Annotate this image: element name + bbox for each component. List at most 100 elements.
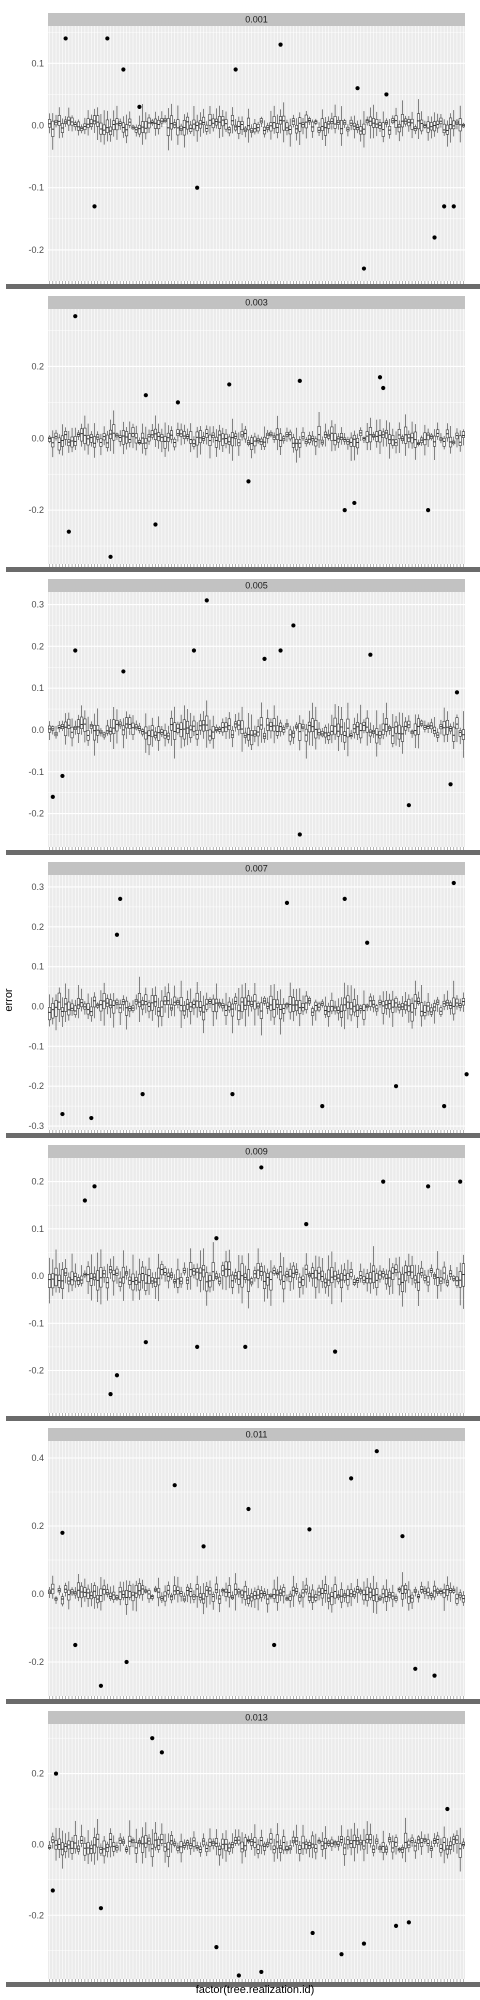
box-body <box>109 999 113 1009</box>
box-106 <box>384 420 388 447</box>
box-68 <box>263 1265 267 1302</box>
outlier-point <box>454 690 460 695</box>
box-78 <box>295 988 299 1016</box>
box-body <box>93 436 97 448</box>
box-129 <box>458 998 462 1012</box>
box-body <box>461 431 465 438</box>
box-58 <box>230 418 234 461</box>
box-113 <box>407 430 411 449</box>
outlier-point <box>307 1527 312 1532</box>
box-64 <box>250 1588 254 1608</box>
box-38 <box>166 1268 170 1289</box>
box-70 <box>269 718 273 739</box>
box-body <box>195 431 199 446</box>
box-53 <box>214 108 218 129</box>
box-body <box>452 1275 456 1281</box>
box-body <box>272 718 276 732</box>
box-73 <box>279 1585 283 1602</box>
box-body <box>141 1585 145 1595</box>
box-25 <box>125 427 129 450</box>
box-body <box>388 434 392 444</box>
box-24 <box>121 718 125 749</box>
box-body <box>458 435 462 446</box>
box-31 <box>144 1266 148 1296</box>
box-15 <box>93 1266 97 1286</box>
box-110 <box>397 1256 401 1296</box>
box-92 <box>340 706 344 743</box>
box-body <box>246 1594 250 1604</box>
box-130 <box>461 429 465 446</box>
box-67 <box>259 1586 263 1602</box>
box-body <box>189 725 193 738</box>
box-103 <box>375 710 379 757</box>
box-55 <box>221 1587 225 1597</box>
box-115 <box>413 714 417 749</box>
box-98 <box>359 427 363 441</box>
box-15 <box>93 108 97 134</box>
box-92 <box>340 106 344 146</box>
box-body <box>323 1584 327 1594</box>
box-2 <box>51 430 55 458</box>
box-39 <box>169 426 173 444</box>
box-body <box>240 997 244 1012</box>
box-body <box>166 1272 170 1282</box>
box-45 <box>189 120 193 135</box>
box-body <box>343 731 347 743</box>
box-body <box>368 729 372 737</box>
box-103 <box>375 1004 379 1016</box>
box-83 <box>311 431 315 446</box>
box-body <box>381 1001 385 1014</box>
box-body <box>266 718 270 731</box>
outlier-point <box>262 656 267 661</box>
box-58 <box>230 107 234 134</box>
box-105 <box>381 428 385 447</box>
box-90 <box>333 1262 337 1288</box>
box-body <box>275 1589 279 1603</box>
box-35 <box>157 423 161 449</box>
facet-strip-label: 0.005 <box>245 581 268 591</box>
box-122 <box>436 996 440 1012</box>
box-76 <box>288 429 292 442</box>
box-body <box>51 1003 55 1019</box>
box-114 <box>410 997 414 1029</box>
box-31 <box>144 987 148 1014</box>
box-body <box>214 1273 218 1279</box>
box-body <box>449 117 453 130</box>
box-body <box>112 719 116 735</box>
box-120 <box>429 1591 433 1601</box>
box-104 <box>378 1265 382 1283</box>
box-85 <box>317 1001 321 1013</box>
box-body <box>452 726 456 742</box>
box-50 <box>205 1266 209 1306</box>
box-76 <box>288 118 292 147</box>
box-17 <box>99 1249 103 1305</box>
box-88 <box>327 1585 331 1610</box>
outlier-point <box>153 522 158 527</box>
box-19 <box>105 994 109 1015</box>
box-119 <box>426 428 430 448</box>
box-86 <box>320 999 324 1008</box>
box-40 <box>173 119 177 129</box>
box-body <box>458 730 462 737</box>
box-53 <box>214 1576 218 1600</box>
box-body <box>157 1588 161 1599</box>
box-74 <box>282 1257 286 1303</box>
box-102 <box>372 431 376 441</box>
box-body <box>186 1586 190 1596</box>
box-117 <box>420 719 424 728</box>
facet-strip-label: 0.011 <box>246 1430 268 1440</box>
box-76 <box>288 1590 292 1608</box>
outlier-point <box>278 42 283 47</box>
box-41 <box>176 1258 180 1294</box>
box-body <box>112 1591 116 1600</box>
x-tick-labels <box>6 1696 480 1704</box>
box-11 <box>80 988 84 1012</box>
box-89 <box>330 992 334 1015</box>
box-body <box>291 997 295 1012</box>
box-130 <box>461 1254 465 1309</box>
box-body <box>301 1275 305 1286</box>
box-101 <box>368 993 372 1011</box>
box-119 <box>426 992 430 1016</box>
outlier-point <box>413 1666 418 1671</box>
box-body <box>279 1589 283 1596</box>
